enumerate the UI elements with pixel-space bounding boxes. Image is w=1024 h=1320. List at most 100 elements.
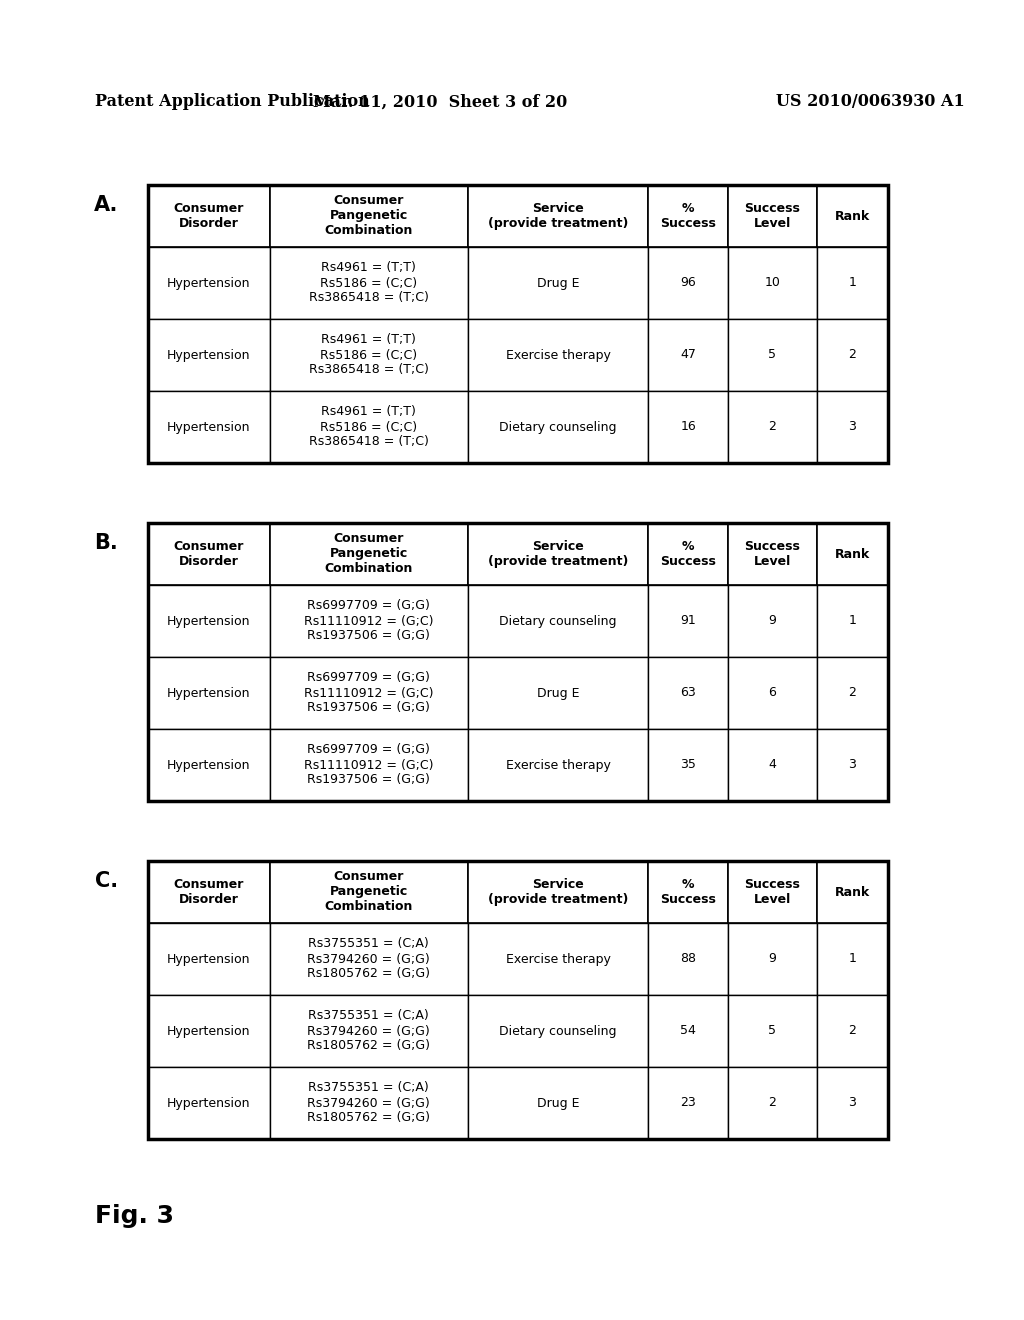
Text: 9: 9 [768,953,776,965]
Bar [728,523,816,585]
Text: Drug E: Drug E [537,686,580,700]
Text: Rs3755351 = (C;A)
Rs3794260 = (G;G)
Rs1805762 = (G;G): Rs3755351 = (C;A) Rs3794260 = (G;G) Rs18… [307,937,430,981]
Bar [270,995,468,1067]
Text: Drug E: Drug E [537,276,580,289]
Bar [148,923,270,995]
Text: 1: 1 [848,276,856,289]
Bar [728,995,816,1067]
Bar [648,247,728,319]
Text: Hypertension: Hypertension [167,615,251,627]
Text: Rs4961 = (T;T)
Rs5186 = (C;C)
Rs3865418 = (T;C): Rs4961 = (T;T) Rs5186 = (C;C) Rs3865418 … [309,261,429,305]
Text: Success
Level: Success Level [744,540,801,568]
Bar [468,995,648,1067]
Bar [728,1067,816,1139]
Bar [468,585,648,657]
Bar [816,523,888,585]
Bar [270,1067,468,1139]
Bar [148,319,270,391]
Text: 35: 35 [680,759,696,771]
Bar [148,995,270,1067]
Text: 2: 2 [848,348,856,362]
Text: Exercise therapy: Exercise therapy [506,348,610,362]
Text: 1: 1 [848,953,856,965]
Bar [816,923,888,995]
Text: Hypertension: Hypertension [167,759,251,771]
Text: 3: 3 [848,421,856,433]
Text: Rs6997709 = (G;G)
Rs11110912 = (G;C)
Rs1937506 = (G;G): Rs6997709 = (G;G) Rs11110912 = (G;C) Rs1… [304,599,433,643]
Bar [816,995,888,1067]
Bar [468,923,648,995]
Text: Drug E: Drug E [537,1097,580,1110]
Text: Hypertension: Hypertension [167,276,251,289]
Bar [816,585,888,657]
Text: Mar. 11, 2010  Sheet 3 of 20: Mar. 11, 2010 Sheet 3 of 20 [313,94,567,111]
Bar [468,391,648,463]
Text: Rs4961 = (T;T)
Rs5186 = (C;C)
Rs3865418 = (T;C): Rs4961 = (T;T) Rs5186 = (C;C) Rs3865418 … [309,334,429,376]
Bar [816,319,888,391]
Text: 4: 4 [768,759,776,771]
Text: Hypertension: Hypertension [167,348,251,362]
Bar [148,861,270,923]
Text: Consumer
Pangenetic
Combination: Consumer Pangenetic Combination [325,194,413,238]
Bar [148,185,888,463]
Text: Rs3755351 = (C;A)
Rs3794260 = (G;G)
Rs1805762 = (G;G): Rs3755351 = (C;A) Rs3794260 = (G;G) Rs18… [307,1081,430,1125]
Bar [728,657,816,729]
Bar [468,523,648,585]
Bar [148,247,270,319]
Bar [728,319,816,391]
Text: Service
(provide treatment): Service (provide treatment) [487,202,628,230]
Bar [270,319,468,391]
Bar [270,657,468,729]
Text: Success
Level: Success Level [744,878,801,906]
Text: 1: 1 [848,615,856,627]
Bar [468,247,648,319]
Text: Consumer
Pangenetic
Combination: Consumer Pangenetic Combination [325,532,413,576]
Text: Service
(provide treatment): Service (provide treatment) [487,878,628,906]
Bar [816,1067,888,1139]
Bar [468,729,648,801]
Text: Success
Level: Success Level [744,202,801,230]
Text: 96: 96 [680,276,696,289]
Bar [270,391,468,463]
Bar [728,585,816,657]
Bar [148,729,270,801]
Text: 2: 2 [768,1097,776,1110]
Bar [148,585,270,657]
Text: 2: 2 [768,421,776,433]
Bar [468,861,648,923]
Bar [270,861,468,923]
Text: Hypertension: Hypertension [167,421,251,433]
Bar [648,585,728,657]
Bar [648,657,728,729]
Text: B.: B. [94,533,118,553]
Bar [148,861,888,1139]
Bar [816,657,888,729]
Bar [648,923,728,995]
Bar [816,247,888,319]
Bar [148,523,270,585]
Bar [728,923,816,995]
Text: Consumer
Disorder: Consumer Disorder [174,540,244,568]
Bar [270,585,468,657]
Bar [648,319,728,391]
Bar [270,729,468,801]
Text: Hypertension: Hypertension [167,1097,251,1110]
Text: Consumer
Disorder: Consumer Disorder [174,878,244,906]
Text: Consumer
Pangenetic
Combination: Consumer Pangenetic Combination [325,870,413,913]
Text: 47: 47 [680,348,696,362]
Text: Rs6997709 = (G;G)
Rs11110912 = (G;C)
Rs1937506 = (G;G): Rs6997709 = (G;G) Rs11110912 = (G;C) Rs1… [304,672,433,714]
Text: Dietary counseling: Dietary counseling [499,421,616,433]
Bar [270,247,468,319]
Bar [270,185,468,247]
Text: Rs6997709 = (G;G)
Rs11110912 = (G;C)
Rs1937506 = (G;G): Rs6997709 = (G;G) Rs11110912 = (G;C) Rs1… [304,743,433,787]
Bar [648,391,728,463]
Bar [270,523,468,585]
Text: 54: 54 [680,1024,696,1038]
Bar [728,861,816,923]
Text: Hypertension: Hypertension [167,686,251,700]
Bar [468,1067,648,1139]
Text: Rank: Rank [835,886,869,899]
Text: Fig. 3: Fig. 3 [95,1204,174,1228]
Bar [648,995,728,1067]
Text: US 2010/0063930 A1: US 2010/0063930 A1 [775,94,965,111]
